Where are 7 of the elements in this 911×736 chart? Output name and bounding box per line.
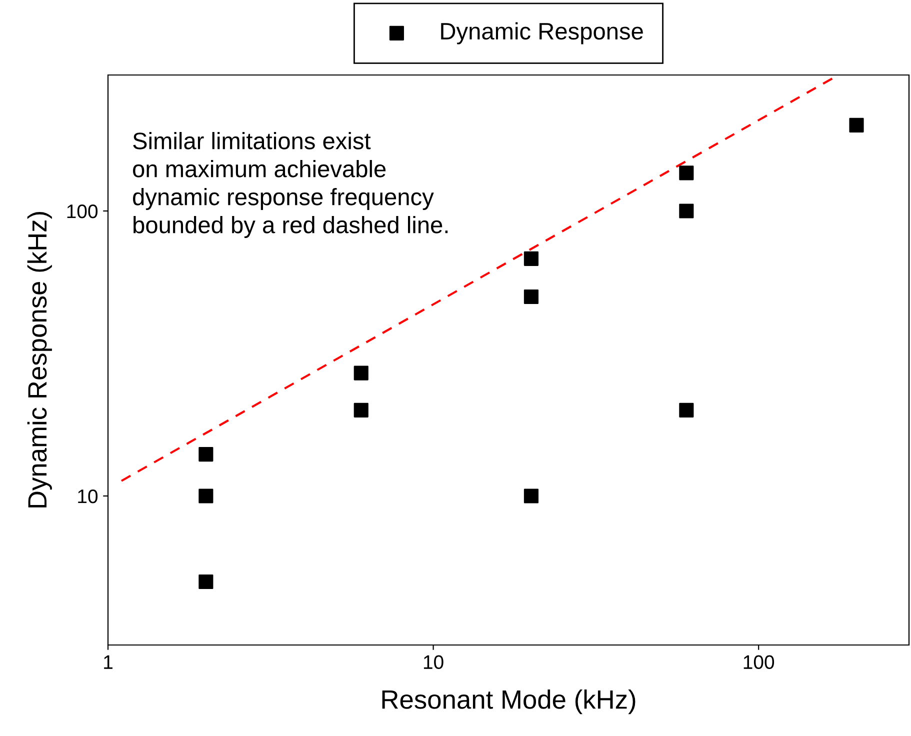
x-tick-label: 1 — [104, 655, 112, 669]
annotation: Similar limitations exist on maximum achievable dynamic response frequency bounded by a red dashed line. — [133, 132, 448, 238]
x-tick-label: 10 — [424, 655, 444, 670]
legend-label: Dynamic Response — [441, 22, 643, 44]
y-axis-title: Dynamic Response (kHz) — [27, 212, 52, 508]
x-axis-title: Resonant Mode (kHz) — [382, 690, 636, 714]
x-tick-label: 100 — [744, 655, 774, 670]
